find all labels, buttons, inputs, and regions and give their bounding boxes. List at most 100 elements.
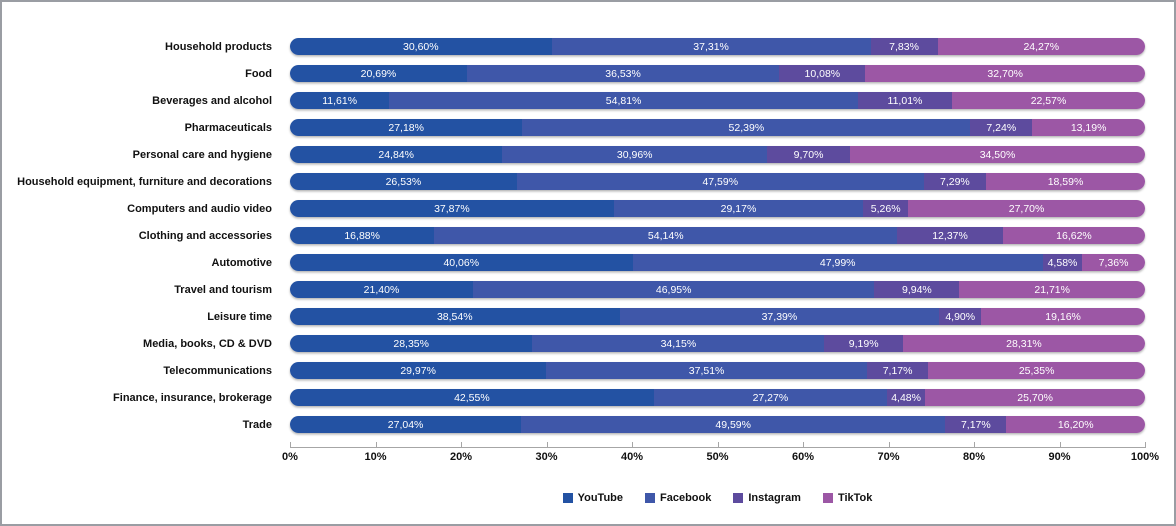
- bar-row: Food 20,69% 36,53% 10,08% 32,70%: [2, 60, 1174, 87]
- segment-value-label: 16,20%: [1057, 418, 1094, 431]
- segment-value-label: 37,31%: [693, 40, 729, 53]
- category-label: Household equipment, furniture and decor…: [17, 175, 272, 188]
- x-axis-tick-mark: [803, 442, 804, 448]
- segment-value-label: 36,53%: [605, 67, 641, 80]
- bar-segment: 24,84%: [290, 146, 503, 163]
- bar-segment: 49,59%: [521, 416, 946, 433]
- stacked-bar: 30,60% 37,31% 7,83% 24,27%: [290, 38, 1145, 55]
- bar-segment: 27,70%: [908, 200, 1145, 217]
- x-axis-tick-label: 40%: [620, 451, 644, 463]
- stacked-bar: 27,18% 52,39% 7,24% 13,19%: [290, 119, 1145, 136]
- bar-segment: 5,26%: [863, 200, 909, 217]
- stacked-bar: 42,55% 27,27% 4,48% 25,70%: [290, 389, 1145, 406]
- bar-row: Computers and audio video 37,87% 29,17% …: [2, 195, 1174, 222]
- stacked-bar: 26,53% 47,59% 7,29% 18,59%: [290, 173, 1145, 190]
- legend-swatch: [822, 493, 833, 503]
- stacked-bar: 16,88% 54,14% 12,37% 16,62%: [290, 227, 1145, 244]
- segment-value-label: 13,19%: [1070, 121, 1107, 134]
- bar-segment: 9,19%: [824, 335, 903, 352]
- x-axis-tick-mark: [632, 442, 633, 448]
- bar-row: Leisure time 38,54% 37,39% 4,90% 19,16%: [2, 303, 1174, 330]
- segment-value-label: 18,59%: [1047, 175, 1084, 188]
- x-axis-tick-label: 90%: [1048, 451, 1071, 463]
- category-label: Telecommunications: [163, 364, 272, 377]
- bar-segment: 29,97%: [290, 362, 547, 379]
- segment-value-label: 25,35%: [1018, 364, 1055, 377]
- bar-row: Telecommunications 29,97% 37,51% 7,17% 2…: [2, 357, 1174, 384]
- segment-value-label: 12,37%: [932, 229, 968, 242]
- x-axis-tick-mark: [717, 442, 719, 448]
- bar-segment: 11,61%: [290, 92, 390, 109]
- x-axis-tick-mark: [1145, 442, 1146, 448]
- segment-value-label: 54,14%: [647, 229, 684, 242]
- bar-segment: 37,51%: [546, 362, 867, 379]
- segment-value-label: 28,35%: [393, 337, 429, 350]
- x-axis-tick-mark: [375, 442, 377, 448]
- bar-segment: 10,08%: [779, 65, 866, 82]
- bar-segment: 19,16%: [981, 308, 1145, 325]
- segment-value-label: 16,62%: [1056, 229, 1092, 242]
- category-label: Beverages and alcohol: [152, 94, 272, 107]
- category-label: Leisure time: [207, 310, 272, 323]
- bar-segment: 22,57%: [952, 92, 1145, 109]
- segment-value-label: 4,90%: [945, 310, 976, 323]
- legend-label: Instagram: [748, 492, 801, 504]
- bar-segment: 16,20%: [1006, 416, 1145, 433]
- category-label: Food: [245, 67, 272, 80]
- bar-segment: 21,71%: [959, 281, 1145, 298]
- x-axis-tick-label: 100%: [1130, 451, 1160, 463]
- bar-segment: 7,36%: [1082, 254, 1145, 271]
- bar-row: Household products 30,60% 37,31% 7,83% 2…: [2, 33, 1174, 60]
- segment-value-label: 37,51%: [688, 364, 725, 377]
- segment-value-label: 19,16%: [1045, 310, 1081, 323]
- bar-row: Travel and tourism 21,40% 46,95% 9,94% 2…: [2, 276, 1174, 303]
- segment-value-label: 32,70%: [987, 67, 1024, 80]
- segment-value-label: 7,36%: [1098, 256, 1129, 269]
- bar-segment: 4,48%: [886, 389, 926, 406]
- bar-segment: 27,18%: [290, 119, 523, 136]
- segment-value-label: 7,24%: [986, 121, 1017, 134]
- x-axis-tick-label: 50%: [706, 451, 729, 463]
- bar-segment: 46,95%: [472, 281, 875, 298]
- bar-row: Household equipment, furniture and decor…: [2, 168, 1174, 195]
- legend-swatch: [562, 493, 573, 503]
- bar-row: Pharmaceuticals 27,18% 52,39% 7,24% 13,1…: [2, 114, 1174, 141]
- segment-value-label: 24,84%: [378, 148, 414, 161]
- bar-segment: 37,39%: [619, 308, 940, 325]
- x-axis-tick-label: 20%: [449, 451, 473, 463]
- x-axis-tick-mark: [290, 442, 291, 448]
- segment-value-label: 4,48%: [891, 391, 921, 404]
- bar-rows: Household products 30,60% 37,31% 7,83% 2…: [2, 33, 1174, 438]
- bar-segment: 21,40%: [290, 281, 473, 298]
- stacked-bar: 24,84% 30,96% 9,70% 34,50%: [290, 146, 1145, 163]
- bar-segment: 27,27%: [653, 389, 887, 406]
- segment-value-label: 47,99%: [819, 256, 856, 269]
- category-label: Media, books, CD & DVD: [143, 337, 272, 350]
- bar-row: Clothing and accessories 16,88% 54,14% 1…: [2, 222, 1174, 249]
- bar-segment: 52,39%: [522, 119, 971, 136]
- segment-value-label: 29,97%: [400, 364, 436, 377]
- x-axis-tick-mark: [974, 442, 975, 448]
- x-axis-tick-label: 60%: [791, 451, 815, 463]
- segment-value-label: 4,58%: [1047, 256, 1078, 269]
- legend-label: Facebook: [660, 492, 712, 504]
- stacked-bar: 20,69% 36,53% 10,08% 32,70%: [290, 65, 1145, 82]
- segment-value-label: 10,08%: [804, 67, 841, 80]
- bar-segment: 11,01%: [857, 92, 953, 109]
- x-axis-tick-label: 80%: [962, 451, 986, 463]
- legend-item: Instagram: [733, 492, 801, 504]
- bar-segment: 30,60%: [290, 38, 552, 55]
- bar-segment: 27,04%: [290, 416, 522, 433]
- segment-value-label: 7,17%: [960, 418, 991, 431]
- segment-value-label: 20,69%: [360, 67, 397, 80]
- segment-value-label: 52,39%: [728, 121, 765, 134]
- bar-segment: 32,70%: [865, 65, 1145, 82]
- segment-value-label: 49,59%: [715, 418, 751, 431]
- stacked-bar: 21,40% 46,95% 9,94% 21,71%: [290, 281, 1145, 298]
- segment-value-label: 27,27%: [752, 391, 789, 404]
- segment-value-label: 37,39%: [761, 310, 798, 323]
- segment-value-label: 27,04%: [387, 418, 424, 431]
- bar-segment: 12,37%: [897, 227, 1003, 244]
- bar-row: Personal care and hygiene 24,84% 30,96% …: [2, 141, 1174, 168]
- legend-item: Facebook: [645, 492, 711, 504]
